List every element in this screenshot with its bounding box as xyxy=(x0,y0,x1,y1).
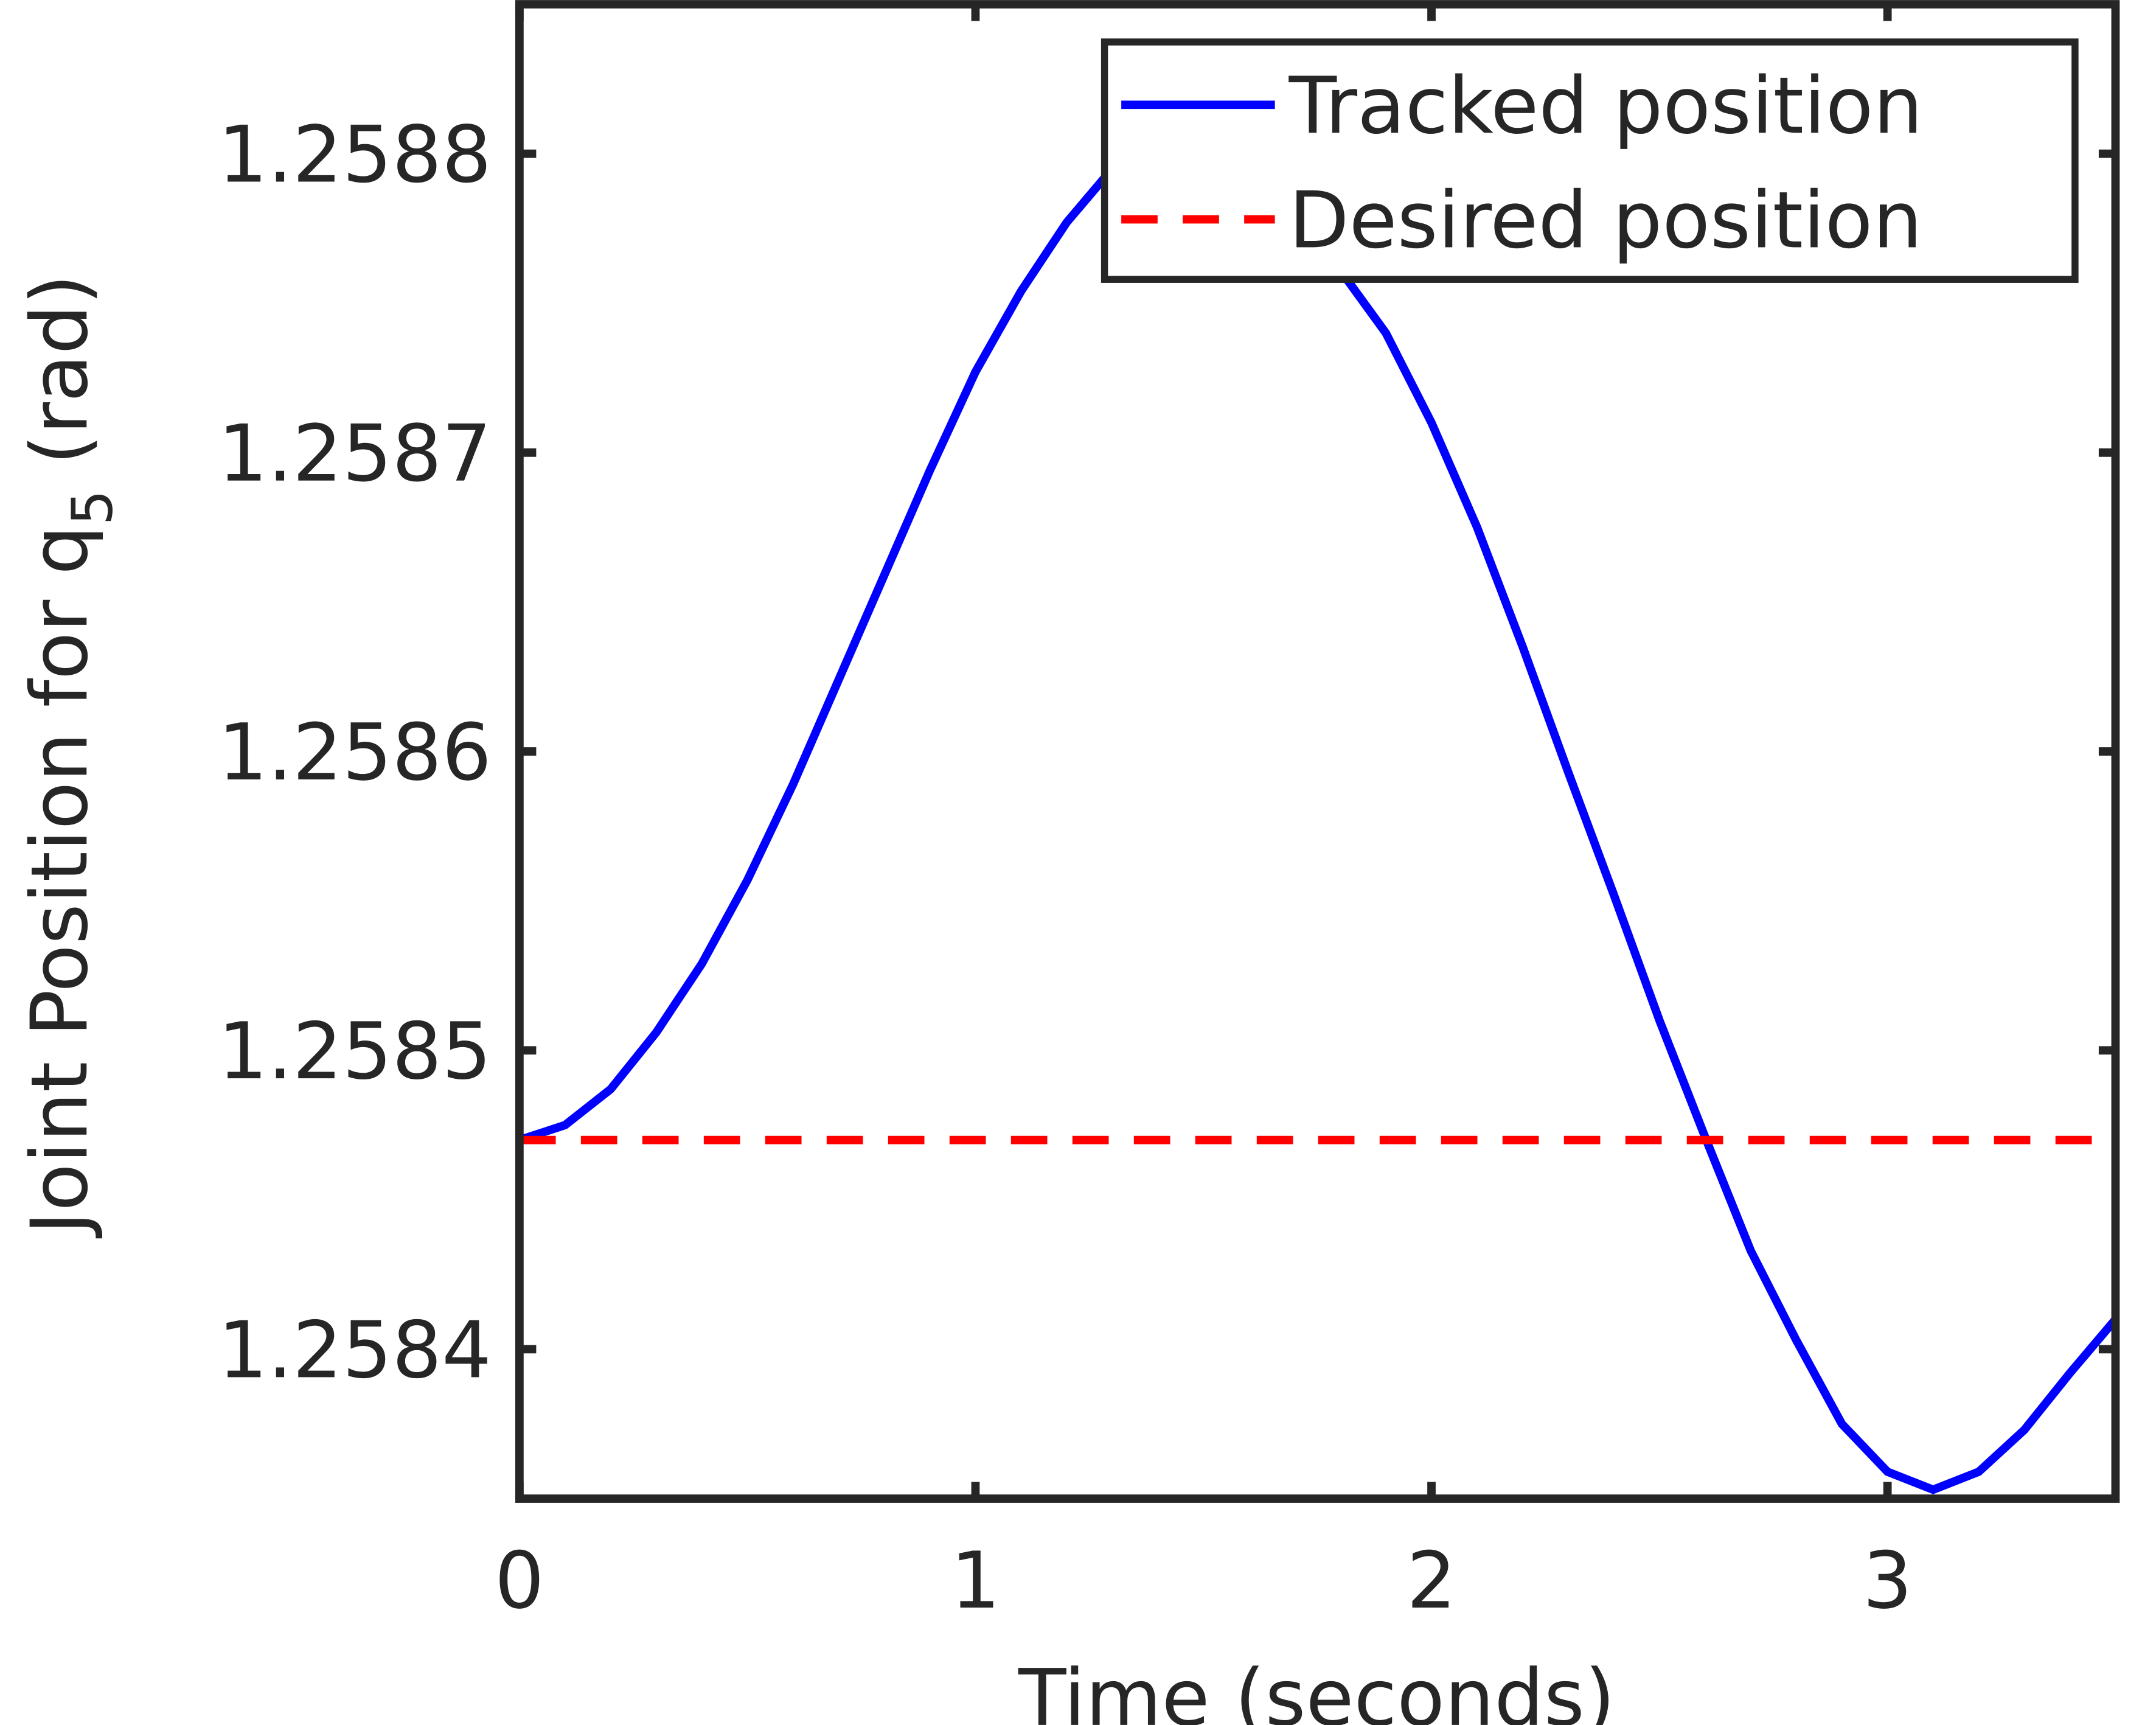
line-series xyxy=(518,134,2119,1494)
y-tick-label: 1.2584 xyxy=(218,1305,492,1396)
y-tick-label: 1.2585 xyxy=(218,1006,492,1097)
legend-box xyxy=(1101,38,2079,283)
x-tick-label: 2 xyxy=(1407,1536,1456,1626)
y-tick-label: 1.2587 xyxy=(218,409,492,500)
y-tick-label: 1.2588 xyxy=(218,110,492,201)
legend-label: Tracked position xyxy=(1288,61,1923,152)
y-label-text: Joint Position for q xyxy=(15,525,105,1238)
x-tick-label: 3 xyxy=(1863,1536,1913,1626)
legend-label: Desired position xyxy=(1289,175,1922,266)
y-label-subscript: 5 xyxy=(60,490,125,525)
x-tick-label: 1 xyxy=(951,1536,1001,1626)
y-tick-label: 1.2586 xyxy=(218,708,492,798)
y-axis-label: Joint Position for q5 (rad) xyxy=(15,274,125,1239)
x-axis-label: Time (seconds) xyxy=(1018,1653,1615,1725)
y-label-suffix: (rad) xyxy=(15,274,105,490)
plot-frame xyxy=(515,0,2120,1503)
x-tick-label: 0 xyxy=(495,1536,544,1626)
